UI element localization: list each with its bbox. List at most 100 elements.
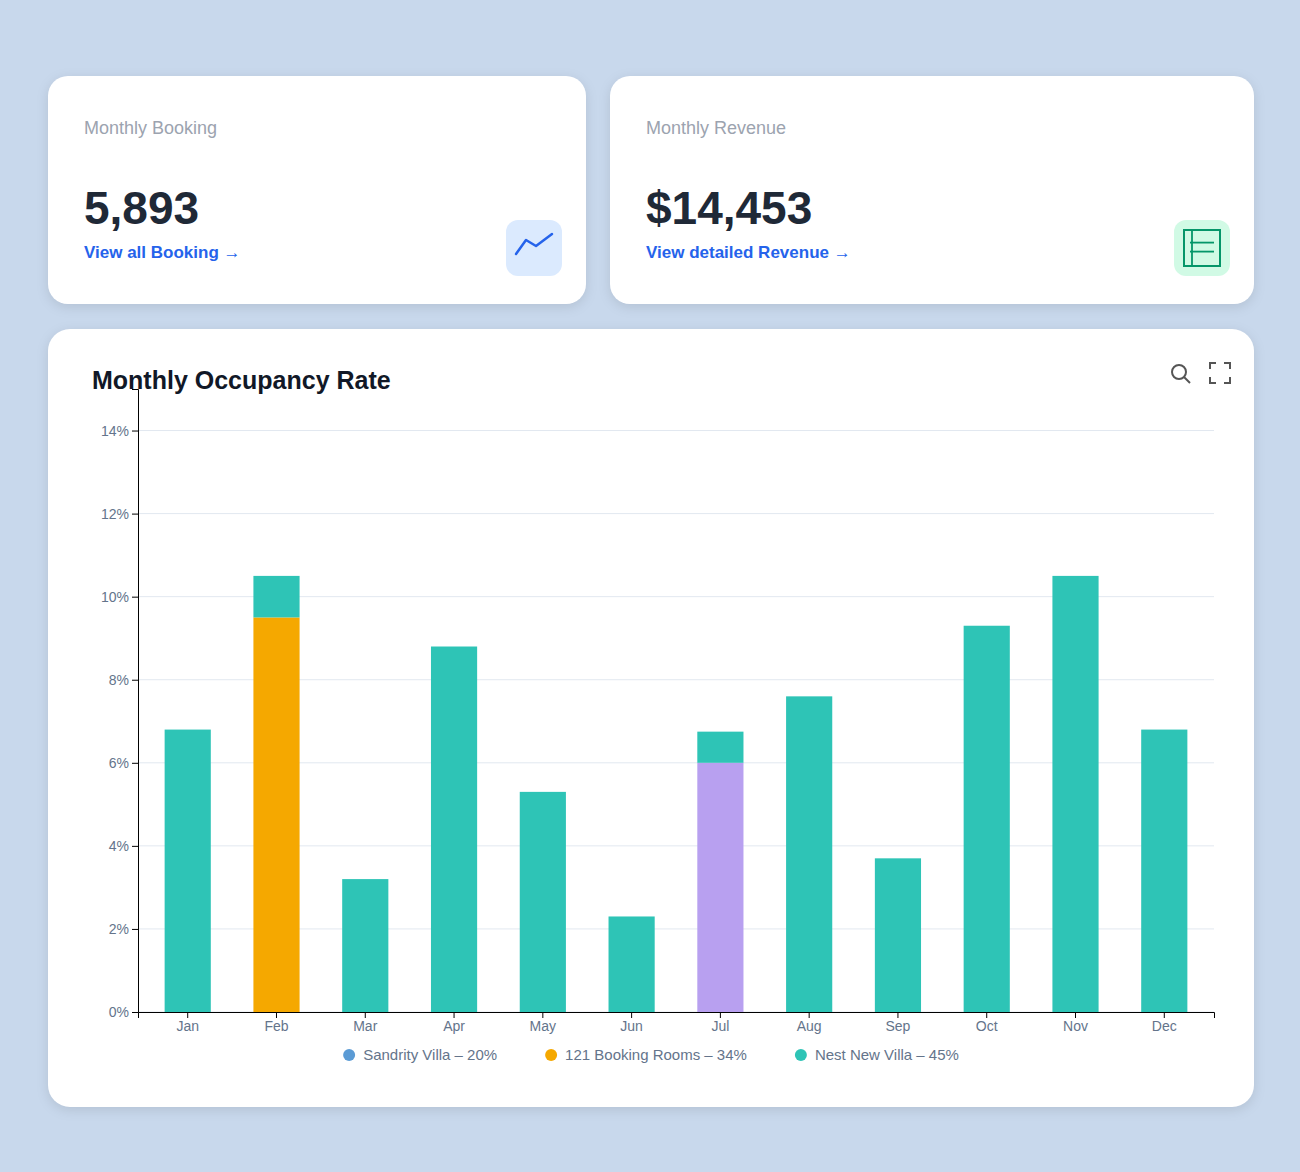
bar bbox=[165, 730, 211, 1012]
card-icon-shape bbox=[1190, 242, 1214, 244]
y-axis-line bbox=[132, 390, 139, 1013]
y-tick-mark bbox=[132, 929, 138, 930]
chart-card bbox=[48, 329, 1254, 1107]
x-tick: Oct bbox=[976, 1012, 998, 1034]
bar bbox=[609, 916, 655, 1012]
y-tick: 12% bbox=[101, 506, 138, 522]
x-tick-label: Jun bbox=[620, 1018, 643, 1034]
legend-swatch bbox=[795, 1049, 807, 1061]
x-tick-label: Aug bbox=[797, 1018, 822, 1034]
bar-series bbox=[253, 617, 299, 1012]
y-tick: 10% bbox=[101, 589, 138, 605]
grid-line bbox=[138, 513, 1214, 514]
bar bbox=[1052, 576, 1098, 1012]
bar bbox=[697, 763, 743, 1012]
x-tick: May bbox=[530, 1012, 556, 1034]
y-tick-mark bbox=[132, 597, 138, 598]
bar bbox=[253, 576, 299, 618]
y-tick-mark bbox=[132, 514, 138, 515]
x-tick-label: Apr bbox=[443, 1018, 465, 1034]
toolbar-icons bbox=[1172, 363, 1230, 383]
y-tick-label: 6% bbox=[109, 755, 129, 771]
x-tick: Aug bbox=[797, 1012, 822, 1034]
y-tick: 0% bbox=[109, 1004, 138, 1020]
bar bbox=[520, 792, 566, 1012]
bars bbox=[165, 576, 1188, 1012]
x-tick-label: Sep bbox=[885, 1018, 910, 1034]
card-link: View all Booking → bbox=[84, 243, 241, 262]
page: Monthly Booking5,893View all Booking →Mo… bbox=[0, 0, 1300, 1172]
bar bbox=[253, 617, 299, 1012]
y-tick-label: 14% bbox=[101, 423, 129, 439]
legend-item: Sandrity Villa – 20% bbox=[343, 1046, 497, 1063]
x-tick: Feb bbox=[264, 1012, 288, 1034]
y-tick-mark bbox=[132, 763, 138, 764]
card-icon-shape bbox=[516, 234, 552, 254]
y-tick: 8% bbox=[109, 672, 138, 688]
card-icon-shape bbox=[1191, 230, 1193, 266]
bar bbox=[964, 626, 1010, 1012]
y-tick: 4% bbox=[109, 838, 138, 854]
y-tick-mark bbox=[132, 846, 138, 847]
y-axis: 0% 2% 4% 6% 8% 10% 12% 14% bbox=[101, 390, 139, 1020]
x-tick-label: Jul bbox=[711, 1018, 729, 1034]
card-icon-shape bbox=[1184, 230, 1220, 266]
kpi-card: Monthly Booking 5,893 View all Booking → bbox=[48, 76, 586, 304]
x-tick-label: Jan bbox=[176, 1018, 199, 1034]
legend-swatch bbox=[343, 1049, 355, 1061]
legend: Sandrity Villa – 20% 121 Booking Rooms – … bbox=[343, 1046, 959, 1063]
bar bbox=[875, 858, 921, 1012]
card-icon-background bbox=[1174, 220, 1230, 276]
bar bbox=[342, 879, 388, 1012]
bar-series bbox=[165, 576, 1188, 1012]
bar-series bbox=[697, 763, 743, 1012]
x-tick: Jun bbox=[620, 1012, 643, 1034]
bar bbox=[1141, 730, 1187, 1012]
y-tick-mark bbox=[132, 1012, 138, 1013]
kpi-card: Monthly Revenue$14,453View detailed Reve… bbox=[610, 76, 1254, 304]
y-tick-label: 4% bbox=[109, 838, 129, 854]
x-tick-label: Oct bbox=[976, 1018, 998, 1034]
y-tick-mark bbox=[132, 680, 138, 681]
card-icon bbox=[506, 220, 562, 276]
x-axis-line bbox=[139, 1013, 1215, 1019]
y-tick-label: 8% bbox=[109, 672, 129, 688]
x-tick-label: Dec bbox=[1152, 1018, 1177, 1034]
legend-label: Sandrity Villa – 20% bbox=[363, 1046, 497, 1063]
y-tick: 14% bbox=[101, 423, 138, 439]
y-tick-label: 12% bbox=[101, 506, 129, 522]
x-tick-label: May bbox=[530, 1018, 556, 1034]
card-link: View detailed Revenue → bbox=[646, 243, 851, 262]
card-icon bbox=[1174, 220, 1230, 276]
legend-label: Nest New Villa – 45% bbox=[815, 1046, 959, 1063]
grid bbox=[138, 431, 1214, 1012]
y-tick-label: 2% bbox=[109, 921, 129, 937]
y-tick: 2% bbox=[109, 921, 138, 937]
x-tick: Nov bbox=[1063, 1012, 1088, 1034]
x-tick: Jan bbox=[176, 1012, 199, 1034]
search-icon bbox=[1172, 365, 1186, 379]
card-value: 5,893 bbox=[84, 182, 199, 234]
x-tick: Apr bbox=[443, 1012, 465, 1034]
y-tick-mark bbox=[132, 431, 138, 432]
card-icon-shape bbox=[1190, 251, 1214, 253]
legend-item: Nest New Villa – 45% bbox=[795, 1046, 959, 1063]
x-tick-label: Feb bbox=[264, 1018, 288, 1034]
x-tick: Jul bbox=[711, 1012, 729, 1034]
legend-label: 121 Booking Rooms – 34% bbox=[565, 1046, 747, 1063]
y-tick-label: 10% bbox=[101, 589, 129, 605]
card-icon-background bbox=[506, 220, 562, 276]
bar bbox=[697, 732, 743, 763]
search-icon bbox=[1184, 377, 1190, 383]
grid-line bbox=[138, 430, 1214, 431]
card-value: $14,453 bbox=[646, 182, 812, 234]
card-label: Monthly Booking bbox=[84, 118, 217, 138]
y-tick: 6% bbox=[109, 755, 138, 771]
x-tick: Mar bbox=[353, 1012, 377, 1034]
y-tick-label: 0% bbox=[109, 1004, 129, 1020]
x-tick: Sep bbox=[885, 1012, 910, 1034]
x-tick-label: Nov bbox=[1063, 1018, 1088, 1034]
card-background bbox=[610, 76, 1254, 304]
legend-swatch bbox=[545, 1049, 557, 1061]
legend-item: 121 Booking Rooms – 34% bbox=[545, 1046, 747, 1063]
